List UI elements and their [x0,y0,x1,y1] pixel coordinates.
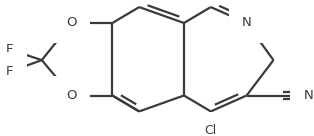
Text: O: O [66,89,77,102]
Text: F: F [6,43,14,56]
Text: F: F [6,65,14,78]
Text: N: N [242,16,252,30]
Text: Cl: Cl [205,124,217,136]
Text: N: N [303,89,313,102]
Text: O: O [66,16,77,30]
